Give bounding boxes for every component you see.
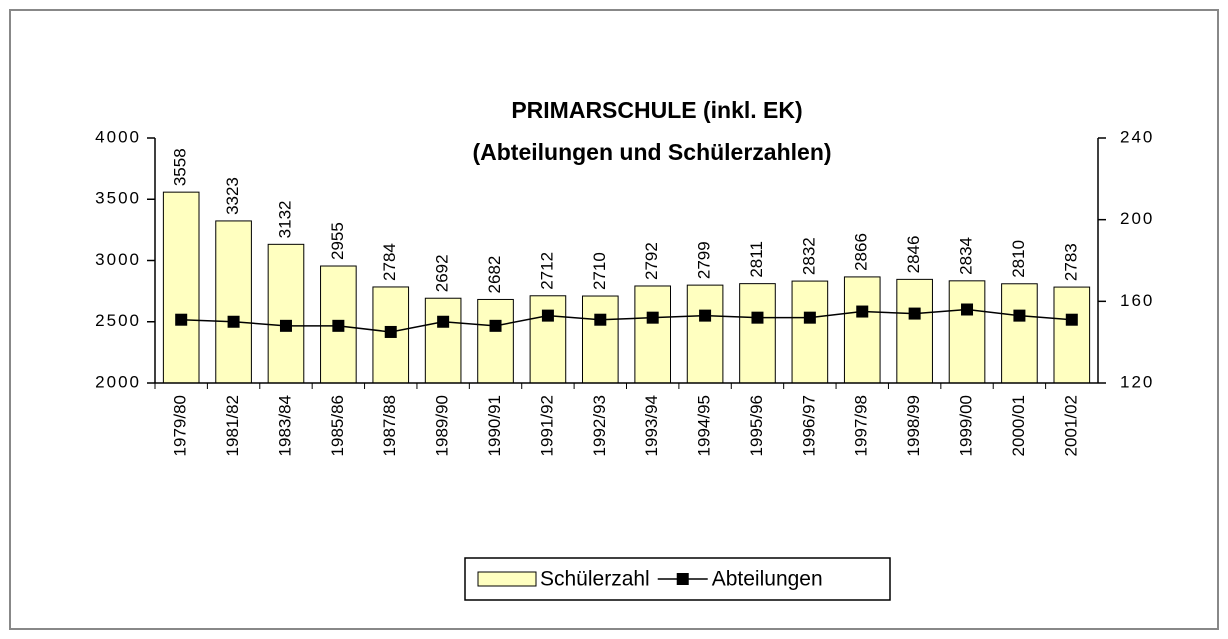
chart-title: PRIMARSCHULE (inkl. EK) [511, 97, 802, 123]
x-tick-label: 1990/91 [485, 395, 504, 456]
x-tick-label: 1997/98 [852, 395, 871, 456]
x-tick-label: 1985/86 [328, 395, 347, 456]
marker [1013, 309, 1026, 322]
bar [948, 280, 986, 384]
bar [1053, 286, 1091, 384]
x-tick-label: 1983/84 [275, 395, 294, 456]
bar [162, 191, 200, 384]
bar [215, 220, 252, 384]
data-label: 3323 [223, 177, 242, 215]
bar [529, 295, 567, 384]
data-label: 2792 [642, 242, 661, 280]
y-tick-label: 3000 [95, 250, 141, 269]
marker [856, 305, 869, 318]
bar [686, 284, 724, 384]
bar [267, 243, 305, 384]
legend-label: Abteilungen [712, 568, 823, 591]
marker [489, 319, 502, 332]
x-tick-label: 1999/00 [957, 395, 976, 456]
legend-marker [676, 573, 689, 585]
marker [384, 325, 397, 338]
y2-tick-label: 200 [1120, 209, 1154, 228]
data-label: 2866 [852, 233, 871, 271]
legend-label: Schülerzahl [540, 568, 650, 591]
marker [961, 303, 974, 316]
x-tick-label: 1989/90 [433, 395, 452, 456]
chart-subtitle: (Abteilungen und Schülerzahlen) [472, 139, 831, 165]
x-tick-label: 1998/99 [904, 395, 923, 456]
marker [541, 309, 554, 322]
bar [896, 278, 933, 384]
marker [751, 311, 764, 324]
marker [175, 313, 188, 326]
marker [1065, 313, 1078, 326]
marker [646, 311, 659, 324]
x-tick-label: 1995/96 [747, 395, 766, 456]
data-label: 2832 [799, 237, 818, 275]
y-tick-label: 2000 [95, 372, 141, 391]
y-tick-label: 4000 [95, 127, 141, 146]
bar [1001, 283, 1038, 384]
data-label: 2846 [904, 236, 923, 274]
legend-swatch [477, 571, 537, 587]
x-tick-label: 1991/92 [537, 395, 556, 456]
y2-tick-label: 240 [1120, 127, 1154, 146]
bar [791, 280, 829, 384]
x-tick-label: 2001/02 [1061, 395, 1080, 456]
marker [594, 313, 607, 326]
x-tick-label: 2000/01 [1009, 395, 1028, 456]
data-label: 2810 [1009, 240, 1028, 278]
marker [699, 309, 712, 322]
bar [477, 298, 514, 384]
bar [424, 297, 462, 384]
x-tick-label: 1993/94 [642, 395, 661, 456]
data-label: 2955 [328, 222, 347, 260]
marker [437, 315, 450, 328]
line [181, 308, 1072, 333]
marker [279, 319, 292, 332]
data-label: 2692 [433, 254, 452, 292]
data-label: 2799 [695, 241, 714, 279]
marker [332, 319, 345, 332]
y-tick-label: 3500 [95, 189, 141, 208]
data-label: 2784 [380, 243, 399, 281]
y2-tick-label: 160 [1120, 291, 1154, 310]
x-tick-label: 1992/93 [590, 395, 609, 456]
marker [227, 315, 240, 328]
bar [843, 276, 881, 384]
x-tick-label: 1979/80 [171, 395, 190, 456]
marker [908, 307, 921, 320]
data-label: 3558 [171, 148, 190, 186]
x-tick-label: 1996/97 [799, 395, 818, 456]
data-label: 2783 [1061, 243, 1080, 281]
x-tick-label: 1994/95 [695, 395, 714, 456]
data-label: 2811 [747, 241, 766, 278]
bar [634, 285, 672, 384]
y2-tick-label: 120 [1120, 372, 1154, 391]
data-label: 3132 [275, 201, 294, 239]
x-tick-label: 1981/82 [223, 395, 242, 456]
data-label: 2682 [485, 256, 504, 294]
bar [739, 283, 776, 384]
y-tick-label: 2500 [95, 311, 141, 330]
bar [581, 295, 619, 384]
marker [803, 311, 816, 324]
data-label: 2834 [957, 237, 976, 275]
data-label: 2712 [537, 252, 556, 290]
data-label: 2710 [590, 252, 609, 290]
x-tick-label: 1987/88 [380, 395, 399, 456]
